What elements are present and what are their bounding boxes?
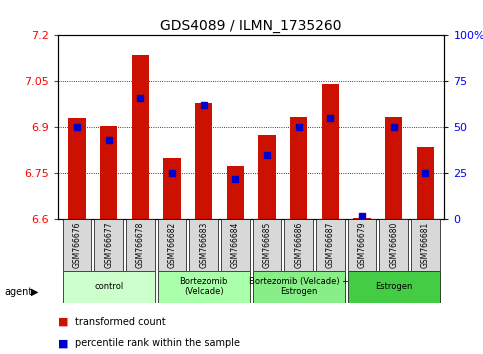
Bar xyxy=(189,219,218,271)
Text: GSM766683: GSM766683 xyxy=(199,222,208,268)
Bar xyxy=(316,219,344,271)
Bar xyxy=(411,219,440,271)
Title: GDS4089 / ILMN_1735260: GDS4089 / ILMN_1735260 xyxy=(160,19,342,33)
Bar xyxy=(221,219,250,271)
Text: ■: ■ xyxy=(58,338,69,348)
Bar xyxy=(63,219,91,271)
Bar xyxy=(380,219,408,271)
Bar xyxy=(290,117,307,219)
Bar xyxy=(258,135,276,219)
Bar xyxy=(158,271,250,303)
Bar xyxy=(94,219,123,271)
Text: control: control xyxy=(94,282,123,291)
Bar xyxy=(322,85,339,219)
Text: ■: ■ xyxy=(58,317,69,327)
Bar xyxy=(253,271,344,303)
Text: transformed count: transformed count xyxy=(75,317,166,327)
Text: GSM766677: GSM766677 xyxy=(104,222,113,268)
Text: Bortezomib (Velcade) +
Estrogen: Bortezomib (Velcade) + Estrogen xyxy=(249,277,349,296)
Text: GSM766687: GSM766687 xyxy=(326,222,335,268)
Bar xyxy=(158,219,186,271)
Text: Bortezomib
(Velcade): Bortezomib (Velcade) xyxy=(180,277,228,296)
Bar xyxy=(195,103,213,219)
Bar xyxy=(131,55,149,219)
Bar xyxy=(417,147,434,219)
Text: agent: agent xyxy=(5,287,33,297)
Bar xyxy=(63,271,155,303)
Bar xyxy=(348,271,440,303)
Bar xyxy=(126,219,155,271)
Bar xyxy=(348,219,376,271)
Bar xyxy=(385,117,402,219)
Bar xyxy=(284,219,313,271)
Text: GSM766676: GSM766676 xyxy=(72,222,82,268)
Text: GSM766686: GSM766686 xyxy=(294,222,303,268)
Text: GSM766678: GSM766678 xyxy=(136,222,145,268)
Bar xyxy=(227,166,244,219)
Bar xyxy=(68,118,85,219)
Text: GSM766682: GSM766682 xyxy=(168,222,176,268)
Text: GSM766680: GSM766680 xyxy=(389,222,398,268)
Bar xyxy=(353,218,371,219)
Text: ▶: ▶ xyxy=(31,287,39,297)
Bar xyxy=(100,126,117,219)
Bar xyxy=(163,158,181,219)
Text: GSM766681: GSM766681 xyxy=(421,222,430,268)
Bar xyxy=(253,219,281,271)
Text: percentile rank within the sample: percentile rank within the sample xyxy=(75,338,240,348)
Text: GSM766684: GSM766684 xyxy=(231,222,240,268)
Text: Estrogen: Estrogen xyxy=(375,282,412,291)
Text: GSM766679: GSM766679 xyxy=(357,222,367,268)
Text: GSM766685: GSM766685 xyxy=(262,222,271,268)
